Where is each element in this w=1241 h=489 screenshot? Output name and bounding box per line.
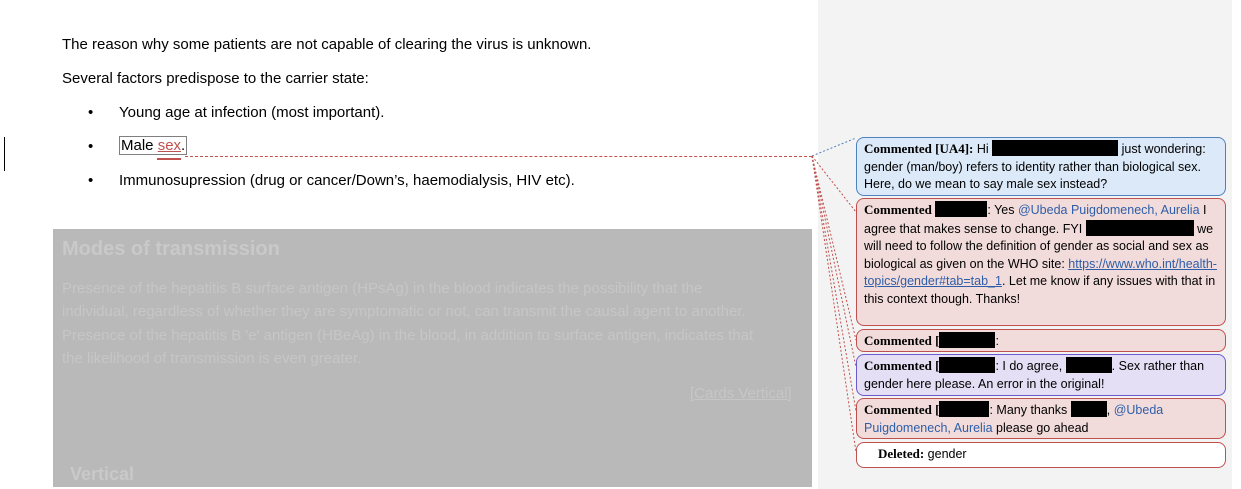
- redacted-name: [935, 201, 988, 217]
- shaded-content-block: [53, 229, 812, 487]
- comment-author: Commented [UA4]:: [864, 141, 974, 156]
- comment-balloon-reply-1[interactable]: Commented : Yes @Ubeda Puigdomenech, Aur…: [856, 198, 1226, 326]
- redacted-name: [992, 140, 1119, 156]
- mention-link[interactable]: @Ubeda Puigdomenech, Aurelia: [864, 403, 1164, 435]
- redacted-name: [939, 357, 996, 373]
- bullet-item-immunosupression[interactable]: Immunosupression (drug or cancer/Down’s,…: [119, 172, 575, 189]
- comment-author: Commented: [864, 202, 932, 217]
- comment-anchor-line: [185, 156, 812, 157]
- deletion-marker-icon: [157, 155, 181, 160]
- inserted-word[interactable]: sex: [157, 137, 182, 154]
- comment-text: please go ahead: [992, 420, 1089, 435]
- bullet-icon: •: [88, 104, 94, 121]
- comment-balloon-reply-3[interactable]: Commented [ : I do agree, . Sex rather th…: [856, 354, 1226, 396]
- shaded-line: Presence of the hepatitis B 'e' antigen …: [62, 327, 754, 344]
- comment-author: Commented [: [864, 402, 940, 417]
- comment-text: we will need to follow the definition of…: [864, 221, 1214, 271]
- bullet-item-young-age[interactable]: Young age at infection (most important).: [119, 104, 385, 121]
- deletion-balloon[interactable]: Deleted: gender: [856, 442, 1226, 468]
- redacted-name: [939, 332, 996, 348]
- comment-text: : Many thanks: [989, 403, 1071, 417]
- comment-text: : I do agree,: [995, 359, 1066, 373]
- cards-link[interactable]: [Cards Vertical]: [690, 385, 792, 402]
- mention-link[interactable]: @Ubeda Puigdomenech, Aurelia: [1017, 203, 1200, 217]
- male-word: Male: [121, 137, 154, 154]
- comment-text: . Let me know if any issues with that in…: [864, 274, 1216, 306]
- who-link[interactable]: https://www.who.int/health-topics/gender…: [864, 256, 1217, 289]
- deleted-text: gender: [924, 447, 967, 461]
- bullet-icon: •: [88, 172, 94, 189]
- pane-edge: [1232, 0, 1241, 489]
- comment-author: Commented [: [864, 333, 940, 348]
- bullet-item-male-sex[interactable]: Male sex.: [119, 136, 188, 155]
- comment-text: : Yes: [987, 203, 1018, 217]
- redacted-name: [1085, 219, 1194, 236]
- comment-balloon-reply-2[interactable]: Commented [:: [856, 329, 1226, 352]
- shaded-line: the likelihood of transmission is even g…: [62, 350, 362, 367]
- redacted-name: [939, 401, 990, 417]
- shaded-line: Presence of the hepatitis B surface anti…: [62, 280, 703, 297]
- comment-author: Commented [: [864, 358, 940, 373]
- redacted-name: [1065, 357, 1112, 373]
- comment-text: Hi: [973, 142, 993, 156]
- comment-text: I agree that makes sense to change. FYI: [864, 203, 1207, 236]
- section-heading-modes: Modes of transmission: [62, 238, 280, 260]
- period: .: [181, 137, 186, 154]
- comment-balloon-ua4[interactable]: Commented [UA4]: Hi just wondering: gend…: [856, 137, 1226, 196]
- bullet-icon: •: [88, 138, 94, 155]
- deleted-label: Deleted:: [878, 446, 925, 461]
- section-heading-vertical: Vertical: [70, 464, 135, 484]
- comment-text: . Sex rather than gender here please. An…: [864, 359, 1205, 391]
- paragraph-reason: The reason why some patients are not cap…: [62, 36, 592, 53]
- selected-text: Male sex.: [119, 136, 188, 155]
- comment-text: ,: [1106, 403, 1114, 417]
- comment-text: just wondering: gender (man/boy) refers …: [864, 142, 1206, 191]
- shaded-line: individual, regardless of whether they a…: [62, 303, 746, 320]
- change-bar: [4, 137, 5, 171]
- redacted-name: [1070, 401, 1107, 417]
- comment-balloon-reply-4[interactable]: Commented [ : Many thanks , @Ubeda Puigdo…: [856, 398, 1226, 439]
- paragraph-factors: Several factors predispose to the carrie…: [62, 70, 369, 87]
- comment-text: :: [995, 334, 999, 348]
